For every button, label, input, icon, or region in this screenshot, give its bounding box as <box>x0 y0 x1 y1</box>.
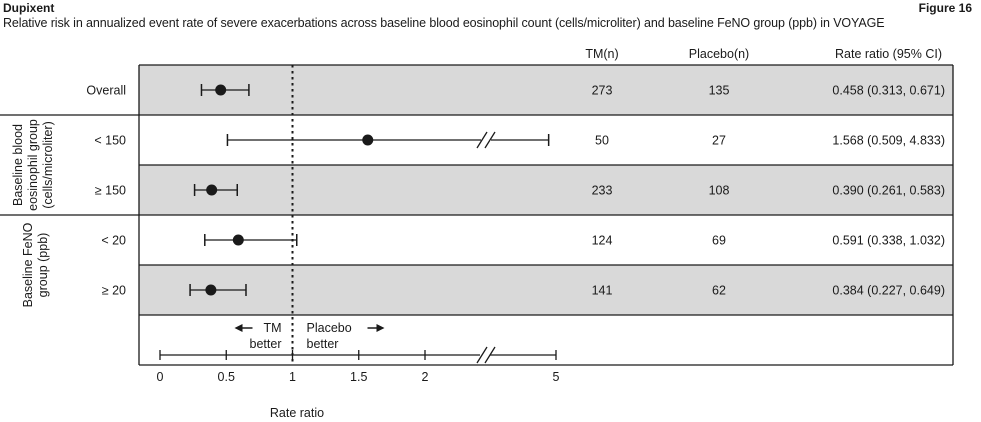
placebo-better-label: better <box>307 337 339 351</box>
point-estimate <box>206 184 218 196</box>
row-band-5 <box>139 265 953 315</box>
group-label-line: Baseline blood <box>11 124 25 206</box>
tm-n-value: 273 <box>592 84 613 98</box>
rate-ratio-ci: 1.568 (0.509, 4.833) <box>832 134 945 148</box>
rate-ratio-ci: 0.591 (0.338, 1.032) <box>832 234 945 248</box>
placebo-better-label: Placebo <box>307 321 352 335</box>
placebo-n-value: 69 <box>712 234 726 248</box>
placebo-n-value: 62 <box>712 284 726 298</box>
row-band-1 <box>139 65 953 115</box>
placebo-n-value: 27 <box>712 134 726 148</box>
row-label: < 150 <box>94 134 126 148</box>
row-label: ≥ 20 <box>102 284 126 298</box>
tm-n-value: 233 <box>592 184 613 198</box>
axis-break-mark <box>484 346 496 364</box>
point-estimate <box>232 234 244 246</box>
group-label-line: eosinophil group <box>26 119 40 211</box>
rate-ratio-ci: 0.384 (0.227, 0.649) <box>832 284 945 298</box>
x-tick-label: 0 <box>157 370 164 384</box>
point-estimate <box>205 284 217 296</box>
col-header-placebo: Placebo(n) <box>689 47 749 61</box>
x-tick-label: 5 <box>553 370 560 384</box>
placebo-n-value: 108 <box>709 184 730 198</box>
x-tick-label: 0.5 <box>218 370 235 384</box>
x-tick-label: 1 <box>289 370 296 384</box>
right-arrow-head <box>376 324 385 332</box>
tm-better-label: better <box>250 337 282 351</box>
tm-n-value: 124 <box>592 234 613 248</box>
x-tick-label: 1.5 <box>350 370 367 384</box>
brand-name: Dupixent <box>3 1 55 15</box>
row-label: < 20 <box>101 234 126 248</box>
col-header-rate-ratio: Rate ratio (95% CI) <box>835 47 942 61</box>
placebo-n-value: 135 <box>709 84 730 98</box>
tm-n-value: 50 <box>595 134 609 148</box>
axis-break-mark <box>476 346 488 364</box>
figure-label: Figure 16 <box>918 1 972 15</box>
direction-band <box>139 315 953 365</box>
group-label-line: Baseline FeNO <box>21 222 35 307</box>
ci-break-mark <box>484 131 496 149</box>
x-axis-title: Rate ratio <box>270 406 324 420</box>
rate-ratio-ci: 0.458 (0.313, 0.671) <box>832 84 945 98</box>
col-header-tm: TM(n) <box>585 47 618 61</box>
point-estimate <box>362 134 374 146</box>
group-label-line: group (ppb) <box>36 233 50 298</box>
row-label: ≥ 150 <box>95 184 126 198</box>
tm-n-value: 141 <box>592 284 613 298</box>
group-label-line: (cells/microliter) <box>41 121 55 209</box>
x-tick-label: 2 <box>422 370 429 384</box>
left-arrow-head <box>234 324 243 332</box>
ci-break-mark <box>476 131 488 149</box>
row-band-3 <box>139 165 953 215</box>
point-estimate <box>215 84 227 96</box>
figure-subtitle: Relative risk in annualized event rate o… <box>3 16 885 30</box>
tm-better-label: TM <box>263 321 281 335</box>
rate-ratio-ci: 0.390 (0.261, 0.583) <box>832 184 945 198</box>
row-label: Overall <box>86 84 126 98</box>
